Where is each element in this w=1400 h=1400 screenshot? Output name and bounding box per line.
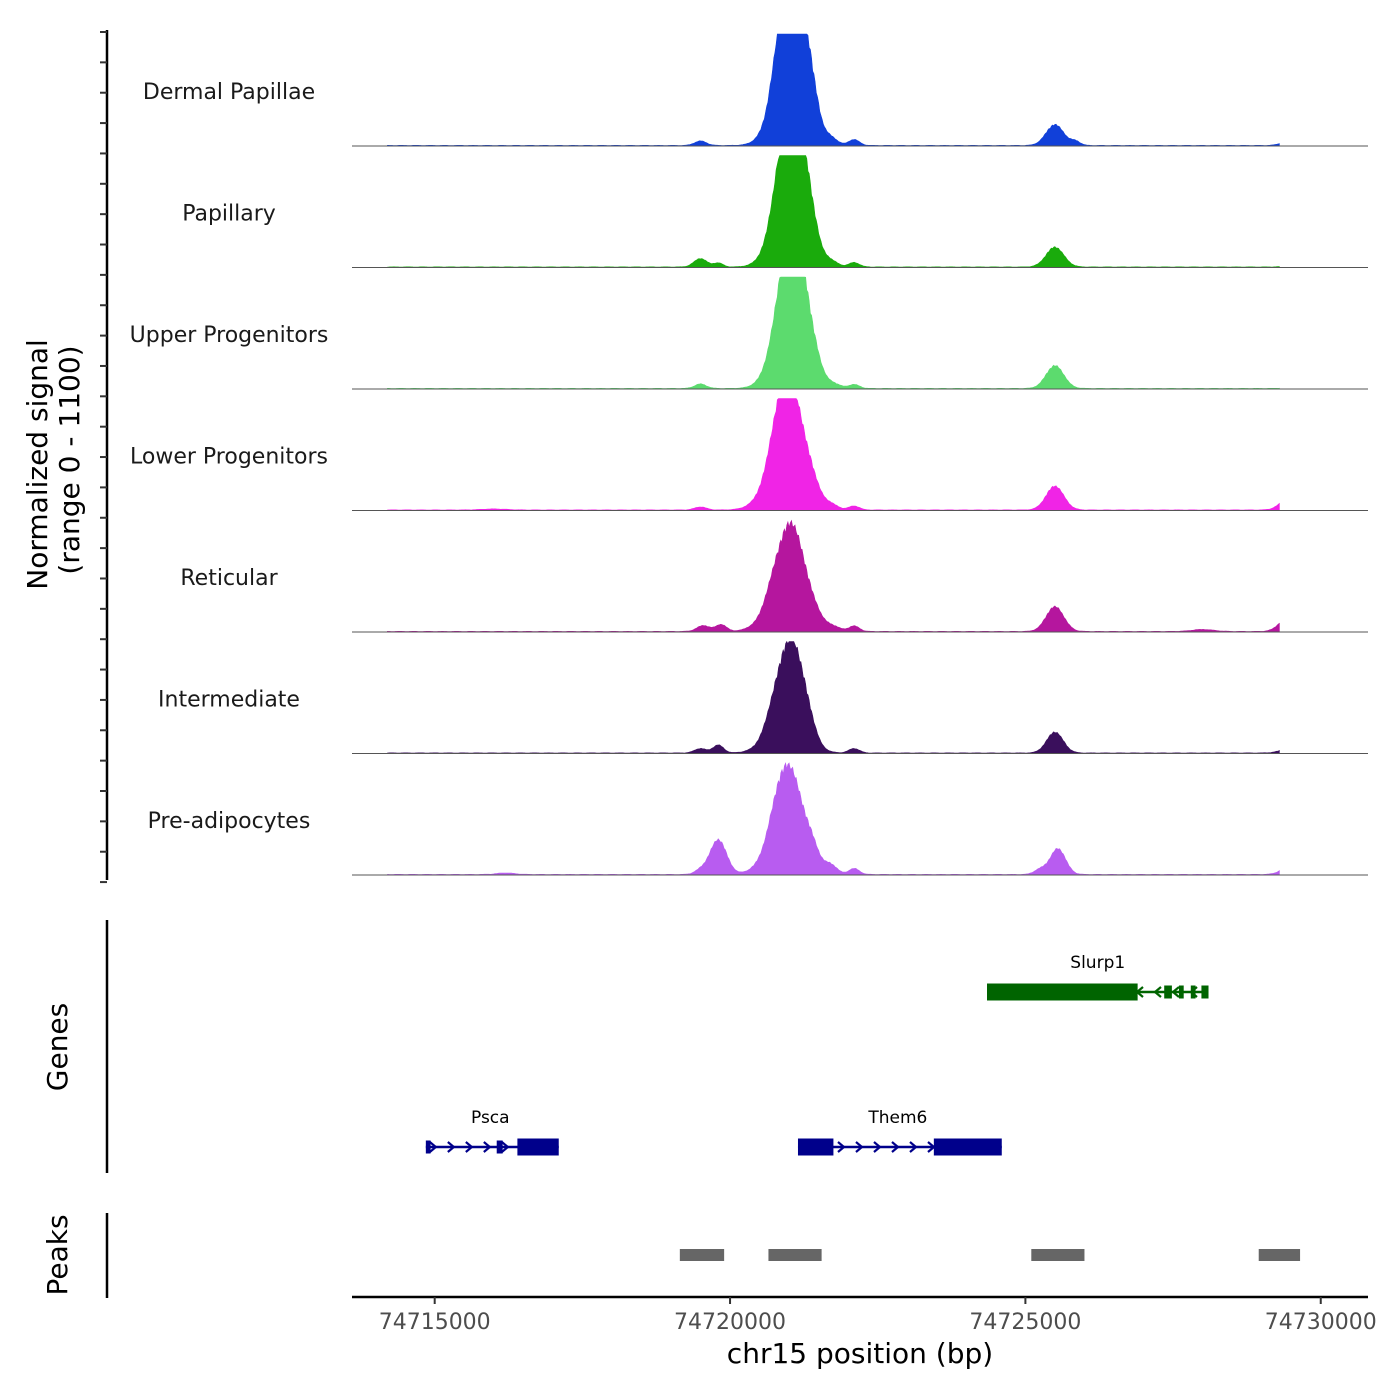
track-label-0: Dermal Papillae [143,80,315,105]
gene-exon [1190,985,1196,999]
gene-exon [1178,985,1184,999]
gene-exon [987,983,1138,1001]
peak-region [768,1249,822,1261]
gene-label-them6: Them6 [867,1108,927,1128]
x-tick-label: 74730000 [1265,1310,1377,1335]
gene-strand-arrow [483,1141,492,1153]
gene-strand-arrow [1171,986,1180,998]
signal-area-5 [387,640,1280,754]
signal-area-4 [387,519,1280,633]
gene-strand-arrow [1153,986,1162,998]
signal-axis-ticks [100,30,109,884]
y-axis-title: Normalized signal (range 0 - 1100) [21,330,86,589]
gene-strand-arrow [501,1141,510,1153]
gene-exon [1164,985,1172,999]
gene-exon [797,1138,834,1156]
signal-area-3 [387,398,1280,511]
track-label-6: Pre-adipocytes [148,809,311,834]
gene-exon [933,1138,1002,1156]
peak-region [679,1249,725,1261]
peaks-panel-title: Peaks [41,1214,74,1295]
signal-area-0 [387,33,1280,147]
gene-strand-arrow [837,1141,846,1153]
x-tick-label: 74725000 [969,1310,1081,1335]
x-axis: 74715000 74720000 74725000 74730000 [352,1295,1377,1335]
gene-exon [496,1140,503,1154]
gene-label-psca: Psca [471,1108,510,1128]
signal-area-2 [387,276,1280,390]
peak-region [1031,1249,1085,1261]
gene-exon [425,1140,431,1154]
signal-area-6 [387,762,1280,876]
track-label-3: Lower Progenitors [130,445,328,470]
signal-area-1 [387,155,1280,268]
track-label-4: Reticular [180,566,278,591]
gene-exon [1201,985,1209,999]
gene-label-slurp1: Slurp1 [1070,953,1125,973]
gene-strand-arrow [909,1141,918,1153]
track-label-2: Upper Progenitors [130,323,329,348]
gene-strand-arrow [429,1141,438,1153]
gene-strand-arrow [447,1141,456,1153]
gene-strand-arrow [873,1141,882,1153]
peak-track [105,1213,1301,1298]
gene-strand-arrow [855,1141,864,1153]
x-tick-label: 74720000 [674,1310,786,1335]
gene-strand-arrow [465,1141,474,1153]
gene-track: Slurp1 Psca Them6 [105,920,1209,1173]
gene-strand-arrow [891,1141,900,1153]
genes-panel-title: Genes [41,1003,74,1091]
x-axis-title: chr15 position (bp) [727,1337,993,1370]
track-label-5: Intermediate [158,688,300,713]
peak-region [1258,1249,1301,1261]
track-label-1: Papillary [182,202,276,227]
gene-exon [517,1138,559,1156]
signal-tracks: Dermal Papillae Papillary Upper Progenitor… [130,33,1368,876]
x-tick-label: 74715000 [379,1310,491,1335]
